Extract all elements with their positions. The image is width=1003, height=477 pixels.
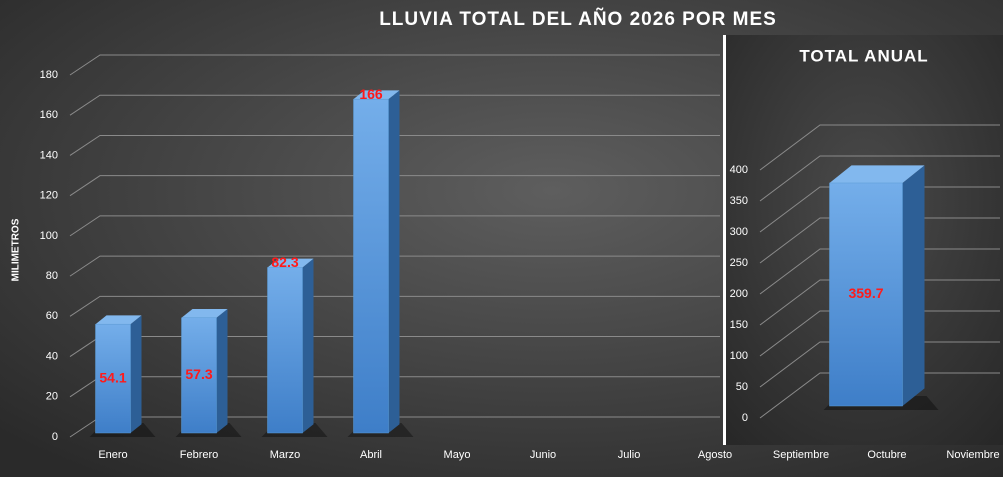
data-label: 82.3 [271,254,298,270]
data-label: 359.7 [848,285,883,301]
bar-side [130,315,142,433]
bar [829,182,903,407]
grid-line [759,217,1000,264]
main-plot: 0 20 40 60 80 100 120 140 160 180 Enero Febrero Marz… [40,54,1000,461]
y-tick-label: 50 [736,381,748,393]
total-plot: 0 50 100 150 200 250 300 350 400 359.7 [730,124,1000,424]
y-tick-label: 250 [730,257,748,269]
grid-line [759,310,1000,357]
grid-line [69,175,720,197]
x-tick-label: Mayo [444,449,471,461]
y-tick-label: 150 [730,319,748,331]
bar-side [388,90,400,433]
grid-line [759,279,1000,326]
y-tick-label: 200 [730,288,748,300]
x-tick-label: Abril [360,449,382,461]
bar-top [267,258,314,268]
grid-line [759,372,1000,419]
y-tick-label: 140 [40,149,58,161]
grid-line [759,186,1000,233]
y-tick-label: 400 [730,164,748,176]
y-tick-label: 40 [46,350,58,362]
bar-side [216,308,228,433]
grid-line [69,134,720,156]
grid-line [69,295,720,317]
bar-side [902,165,925,406]
y-tick-label: 350 [730,195,748,207]
x-tick-label: Septiembre [773,449,829,461]
data-label: 57.3 [185,366,212,382]
y-tick-label: 80 [46,270,58,282]
y-tick-label: 180 [40,69,58,81]
x-tick-label: Febrero [180,449,219,461]
x-tick-label: Junio [530,449,556,461]
y-tick-label: 100 [40,230,58,242]
x-tick-label: Noviembre [946,449,999,461]
bar [353,98,389,434]
data-label: 166 [359,86,383,102]
grid-line [759,155,1000,202]
bar [267,267,303,434]
y-tick-label: 60 [46,310,58,322]
bar [181,317,217,434]
y-tick-label: 300 [730,226,748,238]
y-tick-label: 160 [40,109,58,121]
bar-top [829,165,925,183]
bar-side [302,258,314,433]
y-tick-label: 100 [730,350,748,362]
grid-line [69,215,720,237]
y-tick-label: 20 [46,391,58,403]
grid-line [69,54,720,76]
bar-top [181,308,228,318]
x-tick-label: Octubre [867,449,906,461]
bar-top [353,90,400,100]
chart-title: LLUVIA TOTAL DEL AÑO 2026 POR MES [379,8,777,30]
bar-top [95,315,142,325]
grid-line [69,255,720,277]
grid-line [759,124,1000,171]
y-axis-label: MILIMETROS [11,218,22,281]
grid-line [759,248,1000,295]
x-tick-label: Enero [98,449,127,461]
x-tick-label: Julio [618,449,641,461]
grid-line [759,341,1000,388]
y-tick-label: 120 [40,190,58,202]
bar [95,323,131,434]
x-tick-label: Marzo [270,449,301,461]
y-tick-label: 0 [52,431,58,443]
x-tick-label: Agosto [698,449,732,461]
y-tick-label: 0 [742,412,748,424]
panel-title: TOTAL ANUAL [799,46,928,65]
grid-line [69,94,720,116]
data-label: 54.1 [99,369,126,385]
